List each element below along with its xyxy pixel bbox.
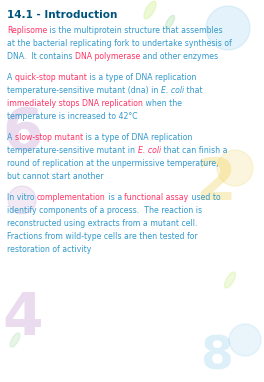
Text: temperature-sensitive mutant (dna) in: temperature-sensitive mutant (dna) in	[7, 86, 161, 95]
Circle shape	[206, 6, 250, 50]
Ellipse shape	[10, 333, 20, 347]
Text: round of replication at the unpermissive temperature,: round of replication at the unpermissive…	[7, 159, 219, 168]
Text: 8: 8	[200, 335, 233, 380]
Text: is a: is a	[106, 193, 125, 202]
Circle shape	[229, 324, 261, 356]
Text: is a type of DNA replication: is a type of DNA replication	[87, 73, 196, 82]
Ellipse shape	[166, 15, 175, 29]
Text: A: A	[7, 73, 15, 82]
Text: restoration of activity: restoration of activity	[7, 245, 91, 254]
Text: that can finish a: that can finish a	[161, 146, 227, 155]
Text: at the bacterial replicating fork to undertake synthesis of: at the bacterial replicating fork to und…	[7, 39, 232, 48]
Text: temperature is increased to 42°C: temperature is increased to 42°C	[7, 112, 138, 121]
Text: is a type of DNA replication: is a type of DNA replication	[83, 133, 192, 142]
Text: complementation: complementation	[37, 193, 106, 202]
Text: that: that	[184, 86, 203, 95]
Text: identify components of a process.  The reaction is: identify components of a process. The re…	[7, 206, 202, 215]
Text: is the multiprotein structure that assembles: is the multiprotein structure that assem…	[47, 26, 223, 35]
Text: Fractions from wild-type cells are then tested for: Fractions from wild-type cells are then …	[7, 232, 198, 241]
Text: 6: 6	[2, 105, 43, 162]
Ellipse shape	[144, 1, 156, 19]
Ellipse shape	[224, 272, 235, 288]
Text: functional assay: functional assay	[125, 193, 189, 202]
Text: used to: used to	[189, 193, 220, 202]
Text: DNA polymerase: DNA polymerase	[75, 52, 140, 61]
Text: temperature-sensitive mutant in: temperature-sensitive mutant in	[7, 146, 138, 155]
Text: quick-stop mutant: quick-stop mutant	[15, 73, 87, 82]
Text: Replisome: Replisome	[7, 26, 47, 35]
Circle shape	[8, 186, 36, 214]
Text: immediately stops DNA replication: immediately stops DNA replication	[7, 99, 143, 108]
Text: A: A	[7, 133, 15, 142]
Text: when the: when the	[143, 99, 182, 108]
Text: DNA.  It contains: DNA. It contains	[7, 52, 75, 61]
Text: E. coli: E. coli	[138, 146, 161, 155]
Text: reconstructed using extracts from a mutant cell.: reconstructed using extracts from a muta…	[7, 219, 197, 228]
Text: 14.1 - Introduction: 14.1 - Introduction	[7, 10, 117, 20]
Text: 4: 4	[2, 290, 43, 347]
Text: but cannot start another: but cannot start another	[7, 172, 103, 181]
Text: 2: 2	[195, 155, 236, 212]
Text: In vitro: In vitro	[7, 193, 37, 202]
Text: and other enzymes: and other enzymes	[140, 52, 218, 61]
Text: E. coli: E. coli	[161, 86, 184, 95]
Circle shape	[217, 150, 253, 186]
Text: slow-stop mutant: slow-stop mutant	[15, 133, 83, 142]
